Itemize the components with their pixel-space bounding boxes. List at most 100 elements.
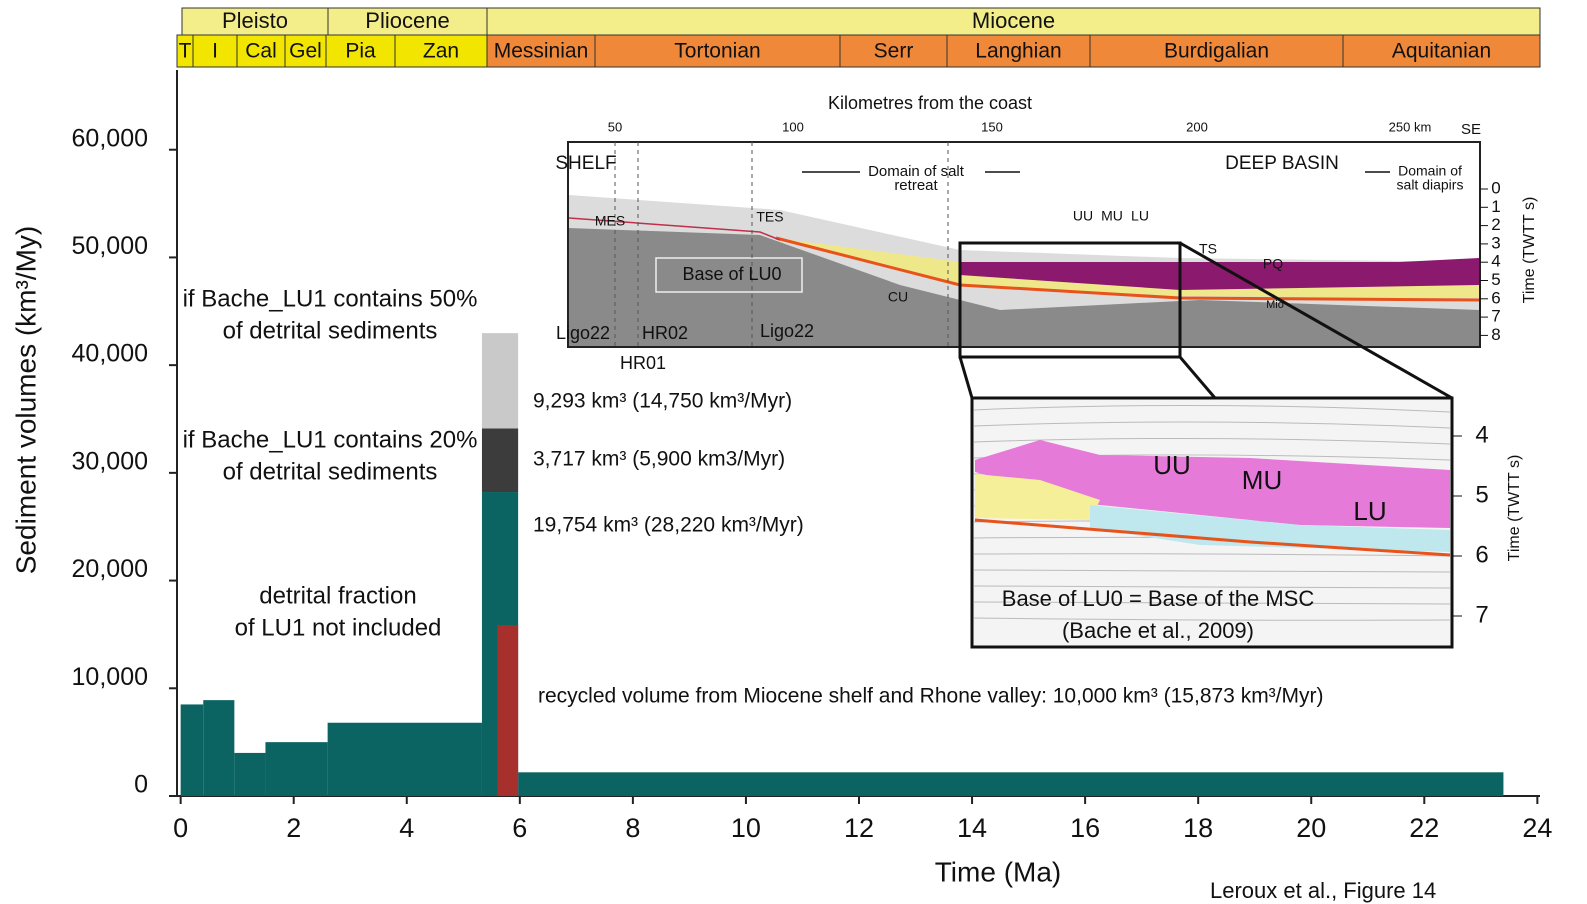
stage-box [284,34,327,68]
inset-tick-label: 4 [1491,252,1500,271]
stage-box [192,34,238,68]
stage-box [1089,34,1344,68]
base-lu0-box [655,257,803,293]
connector [958,356,974,399]
inset-tick-label: 1 [1491,197,1500,216]
stage-box [394,34,488,68]
inset-label: MU [1101,208,1123,224]
stage-box [839,34,948,68]
inset-label: 250 km [1389,119,1432,134]
inset-axis-label: Time (TWTT s) [1521,197,1538,304]
x-tick-label: 8 [625,813,640,843]
reflector [973,421,1451,429]
zoom-frame [958,241,1182,359]
stage-box [486,34,596,68]
inset-label: PQ [1263,256,1283,272]
annotation: of detrital sediments [223,458,438,485]
zoom-label: UU [1153,450,1191,480]
annotation: if Bache_LU1 contains 20% [183,426,478,453]
inset-tick-label: 7 [1491,307,1500,326]
inset-label: 50 [608,119,622,134]
reflector [973,617,1451,621]
x-tick-label: 18 [1183,813,1213,843]
inset-label: CU [888,289,908,305]
x-tick-label: 2 [286,813,301,843]
annotation: 9,293 km³ (14,750 km³/Myr) [533,390,792,413]
reflector [973,553,1451,557]
epoch-label: Pliocene [365,8,449,33]
y-tick-label: 10,000 [72,663,148,691]
stacked-bar [481,428,519,493]
reflector [973,437,1451,445]
y-tick-label: 20,000 [72,555,148,583]
epoch-box [181,7,329,36]
zoom-blue [1090,505,1450,552]
section-salt [960,258,1479,290]
stage-box [946,34,1091,68]
inset-label: 200 [1186,119,1208,134]
stage-box [594,34,841,68]
inset-label: Ligo22 [760,321,814,341]
footer: Leroux et al., Figure 14 [1210,878,1436,903]
annotation: detrital fraction [259,582,416,609]
x-tick-label: 4 [399,813,414,843]
bar [203,700,235,796]
connector [1179,241,1453,400]
inset-label: 150 [981,119,1003,134]
epoch-box [327,7,488,36]
reflector [973,585,1451,589]
zoom-label: LU [1353,496,1386,526]
inset-zoom: UU MU LU Base of LU0 = Base of the MSC (Bach… [970,396,1523,649]
inset-label: DEEP BASIN [1225,153,1339,174]
inset-label: salt diapirs [1397,177,1464,193]
stage-label: I [212,40,218,63]
stage-label: Messinian [494,40,589,63]
inset-label: Domain of [1398,163,1462,179]
y-tick-label: 50,000 [72,232,148,260]
inset-label: SHELF [555,153,616,174]
stage-label: Aquitanian [1392,40,1491,63]
bar [327,722,482,796]
stage-label: Burdigalian [1164,40,1269,63]
inset-label: TS [1199,241,1217,257]
zoom-label: MU [1242,465,1282,495]
annotation: 19,754 km³ (28,220 km³/Myr) [533,514,804,537]
stage-label: T [179,40,192,63]
y-tick-label: 30,000 [72,447,148,475]
zoom-axis-label: Time (TWTT s) [1506,455,1523,562]
x-tick-label: 14 [957,813,987,843]
inset-tick-label: 2 [1491,215,1500,234]
stage-label: Pia [345,40,376,63]
x-tick-label: 24 [1522,813,1552,843]
recycled-bar [497,625,519,796]
inset-tick-label: 3 [1491,233,1500,252]
inset-label: LU [1131,208,1149,224]
inset-label: Kilometres from the coast [828,93,1032,113]
stage-label: Tortonian [674,40,760,63]
x-tick-label: 16 [1070,813,1100,843]
bar [234,752,266,796]
inset-label: HR01 [620,353,666,373]
zoom-tick-label: 5 [1475,481,1488,508]
zoom-tick-label: 4 [1475,421,1488,448]
section-mes [568,217,781,241]
bar [265,742,328,796]
x-tick-label: 12 [844,813,874,843]
x-tick-label: 0 [173,813,188,843]
inset-label: Base of LU0 [682,264,781,284]
reflector [973,569,1451,573]
zoom-label: (Bache et al., 2009) [1062,618,1254,643]
annotation: recycled volume from Miocene shelf and R… [538,685,1324,708]
x-tick-label: 20 [1296,813,1326,843]
inset-tick-label: 6 [1491,288,1500,307]
annotation: of LU1 not included [235,614,442,641]
section-base [775,236,1480,302]
epoch-box [486,7,1541,36]
y-tick-label: 0 [134,771,148,799]
stage-label: Zan [423,40,459,63]
y-tick-label: 60,000 [72,124,148,152]
zoom-base [974,518,1451,557]
epoch-label: Miocene [972,8,1055,33]
inset-label: MES [595,213,625,229]
